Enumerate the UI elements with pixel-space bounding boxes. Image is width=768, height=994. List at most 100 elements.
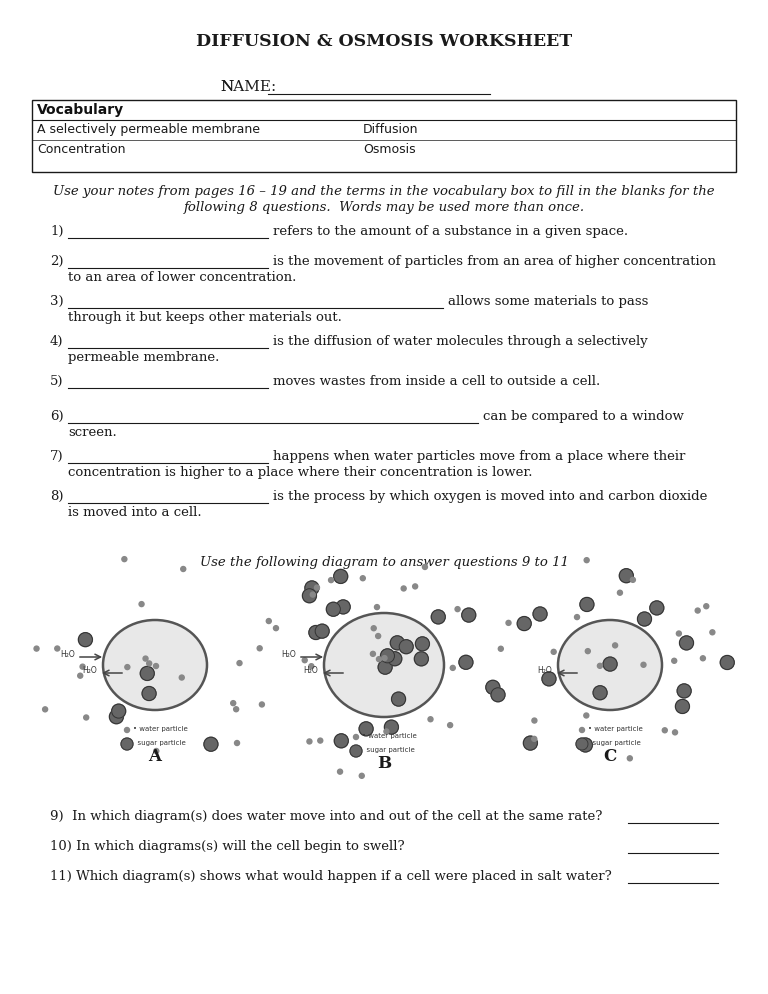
Text: following 8 questions.  Words may be used more than once.: following 8 questions. Words may be used… bbox=[184, 201, 584, 214]
Circle shape bbox=[455, 606, 460, 611]
Circle shape bbox=[448, 723, 452, 728]
Text: moves wastes from inside a cell to outside a cell.: moves wastes from inside a cell to outsi… bbox=[273, 375, 601, 388]
Text: to an area of lower concentration.: to an area of lower concentration. bbox=[68, 271, 296, 284]
Circle shape bbox=[613, 643, 617, 648]
Circle shape bbox=[139, 601, 144, 606]
Circle shape bbox=[523, 737, 538, 750]
Circle shape bbox=[273, 625, 279, 630]
Text: H₂O: H₂O bbox=[281, 650, 296, 659]
Text: C: C bbox=[604, 748, 617, 765]
Text: 4): 4) bbox=[50, 335, 64, 348]
Circle shape bbox=[710, 630, 715, 635]
Circle shape bbox=[598, 663, 602, 668]
Circle shape bbox=[179, 675, 184, 680]
Circle shape bbox=[462, 608, 475, 622]
Circle shape bbox=[631, 578, 635, 582]
Circle shape bbox=[627, 755, 632, 760]
Circle shape bbox=[375, 604, 379, 609]
Circle shape bbox=[359, 722, 373, 736]
Circle shape bbox=[585, 649, 591, 654]
Circle shape bbox=[650, 601, 664, 615]
Circle shape bbox=[233, 707, 239, 712]
Circle shape bbox=[84, 715, 88, 720]
Circle shape bbox=[310, 592, 316, 597]
Text: Vocabulary: Vocabulary bbox=[37, 103, 124, 117]
Circle shape bbox=[318, 739, 323, 744]
Circle shape bbox=[578, 738, 592, 752]
Circle shape bbox=[506, 620, 511, 625]
Circle shape bbox=[491, 688, 505, 702]
Circle shape bbox=[459, 655, 473, 669]
Text: A: A bbox=[148, 748, 161, 765]
Text: sugar particle: sugar particle bbox=[588, 740, 641, 746]
Circle shape bbox=[350, 745, 362, 757]
Text: 5): 5) bbox=[50, 375, 64, 388]
Text: refers to the amount of a substance in a given space.: refers to the amount of a substance in a… bbox=[273, 225, 628, 238]
Text: H₂O: H₂O bbox=[60, 650, 75, 659]
Circle shape bbox=[334, 734, 349, 747]
Circle shape bbox=[531, 737, 537, 742]
Text: screen.: screen. bbox=[68, 426, 117, 439]
Text: 2): 2) bbox=[50, 255, 64, 268]
Text: allows some materials to pass: allows some materials to pass bbox=[448, 295, 648, 308]
Circle shape bbox=[720, 655, 734, 670]
Circle shape bbox=[486, 680, 500, 694]
Circle shape bbox=[80, 664, 85, 669]
Text: 10) In which diagrams(s) will the cell begin to swell?: 10) In which diagrams(s) will the cell b… bbox=[50, 840, 405, 853]
Text: B: B bbox=[377, 755, 391, 772]
Circle shape bbox=[371, 626, 376, 631]
Circle shape bbox=[593, 686, 607, 700]
Circle shape bbox=[307, 739, 312, 744]
Circle shape bbox=[42, 707, 48, 712]
Text: Concentration: Concentration bbox=[37, 143, 125, 156]
Circle shape bbox=[533, 607, 547, 621]
Text: H₂O: H₂O bbox=[538, 666, 552, 675]
Circle shape bbox=[353, 735, 359, 740]
Circle shape bbox=[415, 652, 429, 666]
Circle shape bbox=[376, 633, 381, 638]
Text: Use the following diagram to answer questions 9 to 11: Use the following diagram to answer ques… bbox=[200, 556, 568, 569]
Circle shape bbox=[401, 585, 406, 591]
Circle shape bbox=[315, 624, 329, 638]
Circle shape bbox=[122, 557, 127, 562]
Text: H₂O: H₂O bbox=[82, 666, 97, 675]
Text: • water particle: • water particle bbox=[133, 726, 187, 732]
Circle shape bbox=[677, 684, 691, 698]
Circle shape bbox=[370, 651, 376, 656]
Text: • water particle: • water particle bbox=[362, 733, 417, 739]
Text: 9)  In which diagram(s) does water move into and out of the cell at the same rat: 9) In which diagram(s) does water move i… bbox=[50, 810, 602, 823]
Circle shape bbox=[700, 656, 705, 661]
Circle shape bbox=[415, 637, 429, 651]
Circle shape bbox=[617, 590, 622, 595]
Circle shape bbox=[125, 665, 130, 670]
Text: 8): 8) bbox=[50, 490, 64, 503]
Circle shape bbox=[672, 658, 677, 663]
Circle shape bbox=[260, 702, 264, 707]
Circle shape bbox=[303, 588, 316, 602]
Circle shape bbox=[385, 720, 399, 735]
Circle shape bbox=[695, 608, 700, 613]
Circle shape bbox=[388, 652, 402, 666]
Circle shape bbox=[336, 600, 350, 614]
Circle shape bbox=[111, 704, 126, 718]
Circle shape bbox=[641, 662, 646, 667]
Text: 11) Which diagram(s) shows what would happen if a cell were placed in salt water: 11) Which diagram(s) shows what would ha… bbox=[50, 870, 612, 883]
Circle shape bbox=[432, 610, 445, 624]
Ellipse shape bbox=[324, 613, 444, 717]
Bar bbox=[32, 100, 736, 172]
Circle shape bbox=[143, 656, 148, 661]
Circle shape bbox=[154, 748, 159, 753]
Circle shape bbox=[237, 661, 242, 666]
Circle shape bbox=[234, 741, 240, 746]
Text: Diffusion: Diffusion bbox=[362, 123, 419, 136]
Circle shape bbox=[141, 666, 154, 681]
Circle shape bbox=[376, 657, 382, 662]
Circle shape bbox=[329, 578, 333, 582]
Circle shape bbox=[675, 700, 690, 714]
Circle shape bbox=[180, 567, 186, 572]
Circle shape bbox=[204, 738, 218, 751]
Circle shape bbox=[680, 636, 694, 650]
Circle shape bbox=[662, 728, 667, 733]
Circle shape bbox=[334, 570, 348, 583]
Circle shape bbox=[380, 649, 395, 663]
